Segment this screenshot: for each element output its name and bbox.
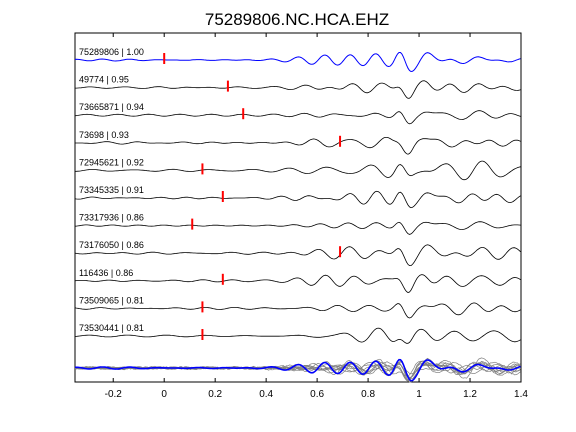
x-tick-label: 0 [161, 389, 167, 400]
x-tick-label: 0.4 [259, 389, 273, 400]
waveform-trace [74, 274, 521, 293]
x-tick-label: 1.4 [514, 389, 528, 400]
trace-label: 75289806 | 1.00 [79, 47, 144, 57]
chart-title: 75289806.NC.HCA.EHZ [205, 10, 389, 29]
trace-label: 116436 | 0.86 [79, 268, 133, 278]
x-tick-label: 0.2 [208, 389, 222, 400]
stack-trace [74, 358, 521, 377]
waveform-trace [74, 190, 521, 209]
stack-panel [74, 357, 521, 383]
waveform-trace [74, 302, 521, 319]
waveform-trace [74, 327, 521, 344]
x-axis: -0.2 0 0.2 0.4 0.6 0.8 1 1.2 1.4 [105, 33, 528, 400]
trace-label: 73698 | 0.93 [79, 130, 129, 140]
trace-label: 73509065 | 0.81 [79, 295, 144, 305]
waveform-trace [75, 137, 521, 155]
x-tick-label: -0.2 [105, 389, 123, 400]
x-tick-label: 0.6 [310, 389, 324, 400]
stack-reference-trace [75, 358, 521, 382]
traces-layer: 75289806 | 1.00 49774 | 0.95 73665871 | 0.… [74, 47, 521, 344]
x-tick-label: 0.8 [361, 389, 375, 400]
trace-label: 72945621 | 0.92 [79, 157, 144, 167]
plot-frame [74, 32, 522, 383]
trace-label: 73665871 | 0.94 [79, 102, 144, 112]
waveform-trace [74, 110, 521, 125]
waveform-trace [74, 160, 521, 181]
trace-label: 73530441 | 0.81 [79, 323, 144, 333]
waveform-trace [74, 52, 521, 73]
trace-label: 73345335 | 0.91 [79, 185, 144, 195]
trace-label: 49774 | 0.95 [79, 75, 129, 85]
trace-label: 73317936 | 0.86 [79, 213, 144, 223]
trace-label: 73176050 | 0.86 [79, 240, 144, 250]
waveform-trace [74, 244, 521, 266]
waveform-trace [75, 80, 521, 99]
waveform-trace [74, 221, 521, 235]
x-tick-label: 1 [416, 389, 422, 400]
x-tick-label: 1.2 [463, 389, 477, 400]
stack-trace [74, 357, 521, 383]
